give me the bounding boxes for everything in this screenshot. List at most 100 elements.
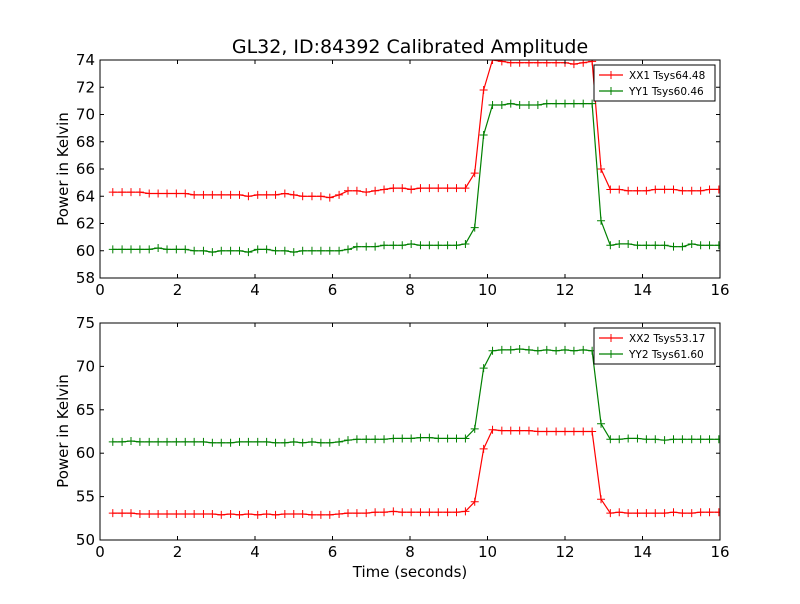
x-tick-label: 0 (95, 281, 105, 299)
data-point (145, 245, 154, 254)
data-point (488, 425, 497, 434)
data-point (244, 192, 253, 201)
x-tick-label: 6 (328, 281, 338, 299)
data-point (642, 435, 651, 444)
data-point (118, 188, 127, 197)
data-point (190, 437, 199, 446)
data-point (127, 188, 135, 197)
data-point (506, 99, 515, 108)
data-point (298, 438, 307, 447)
data-point (127, 437, 135, 446)
data-point (217, 438, 226, 447)
legend-marker-1 (607, 71, 615, 79)
data-point (289, 509, 298, 518)
data-point (316, 246, 325, 255)
legend: XX1 Tsys64.48 YY1 Tsys60.46 (593, 64, 716, 102)
data-point (344, 509, 352, 518)
data-point (569, 60, 578, 69)
data-point (651, 241, 660, 250)
data-point (452, 241, 461, 250)
data-point (651, 509, 660, 518)
data-point (606, 185, 615, 194)
data-point (588, 427, 597, 436)
data-point (506, 426, 515, 435)
data-point (687, 509, 696, 518)
x-tick-label: 0 (95, 543, 105, 561)
data-point (561, 427, 569, 436)
data-point (705, 241, 714, 250)
data-point (642, 509, 651, 518)
data-point (307, 437, 316, 446)
y-axis-label: Power in Kelvin (54, 112, 72, 226)
legend-label-1: XX2 Tsys53.17 (629, 333, 705, 345)
data-point (669, 435, 678, 444)
data-point (208, 509, 217, 518)
data-point (226, 509, 235, 518)
data-point (226, 190, 235, 199)
data-point (199, 509, 208, 518)
data-point (524, 345, 533, 354)
data-point (714, 185, 720, 194)
data-point (497, 60, 506, 66)
data-point (461, 239, 470, 248)
data-point (452, 508, 461, 517)
data-point (352, 242, 361, 251)
data-point (443, 241, 452, 250)
data-point (416, 508, 425, 517)
data-point (154, 437, 163, 446)
data-point (497, 100, 506, 109)
data-point (579, 427, 588, 436)
data-point (624, 509, 633, 518)
data-point (181, 189, 190, 198)
data-point (633, 509, 642, 518)
data-point (606, 241, 615, 250)
data-point (552, 346, 561, 355)
data-point (624, 186, 633, 195)
data-point (199, 246, 208, 255)
data-point (633, 434, 642, 443)
data-point (569, 99, 578, 108)
data-point (579, 345, 588, 354)
data-point (597, 495, 606, 504)
data-point (696, 241, 705, 250)
data-point (280, 246, 289, 255)
data-point (316, 192, 325, 201)
data-point (172, 437, 181, 446)
data-point (325, 246, 334, 255)
data-point (325, 193, 334, 202)
data-point (118, 437, 127, 446)
data-point (289, 437, 298, 446)
series-2-group (108, 345, 720, 447)
data-point (226, 246, 235, 255)
data-point (217, 190, 226, 199)
data-point (434, 241, 443, 250)
data-point (416, 184, 425, 193)
data-point (470, 169, 479, 178)
data-point (452, 434, 461, 443)
data-point (172, 245, 181, 254)
data-point (479, 130, 488, 139)
data-point (624, 239, 633, 248)
data-point (597, 165, 606, 173)
x-tick-label: 16 (710, 281, 729, 299)
data-point (344, 245, 352, 254)
data-point (488, 346, 497, 355)
data-point (154, 509, 163, 518)
y-tick-label: 72 (76, 78, 95, 96)
data-point (335, 509, 344, 518)
data-point (262, 437, 271, 446)
data-point (434, 508, 443, 517)
data-point (253, 190, 262, 199)
data-point (262, 509, 271, 518)
legend-box (593, 327, 716, 365)
data-point (687, 435, 696, 444)
data-point (705, 185, 714, 194)
y-tick-label: 60 (76, 444, 95, 462)
data-point (118, 245, 127, 254)
series-1-group (108, 425, 720, 519)
data-point (163, 437, 172, 446)
y-tick-label: 68 (76, 133, 95, 151)
x-tick-label: 14 (633, 543, 652, 561)
data-point (217, 246, 226, 255)
x-tick-label: 2 (173, 281, 183, 299)
